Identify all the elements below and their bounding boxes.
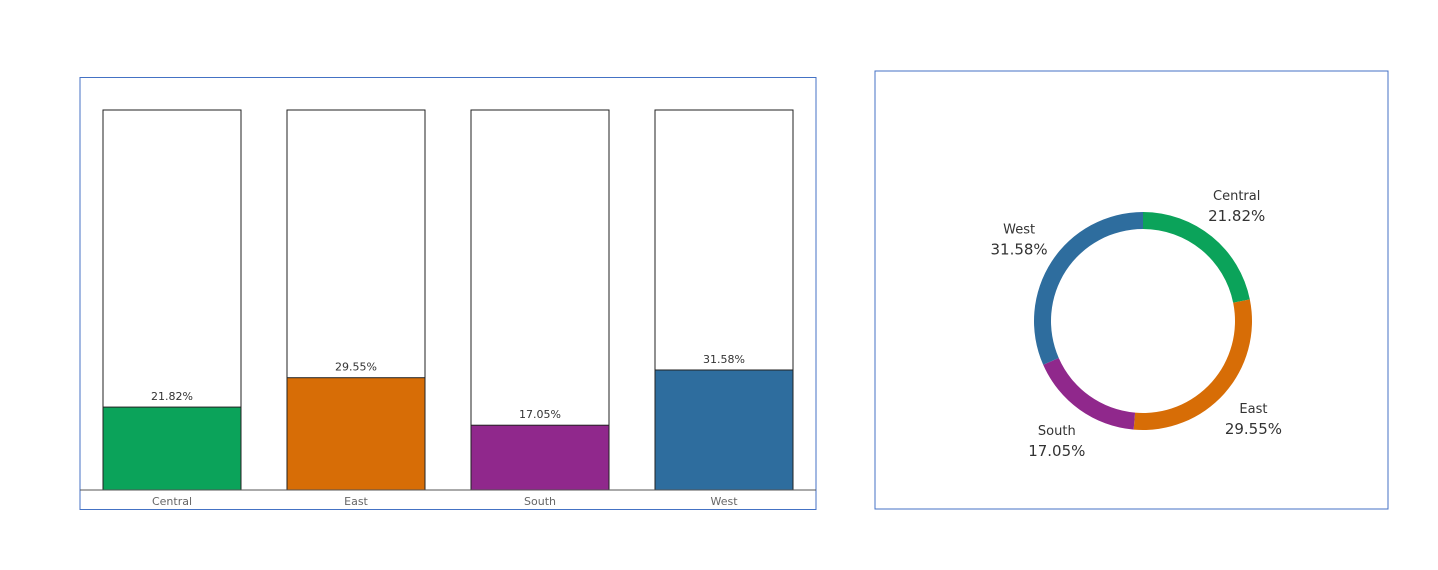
donut-slice bbox=[1033, 212, 1143, 365]
x-tick-label: Central bbox=[152, 495, 192, 508]
bar bbox=[102, 406, 242, 491]
slice-value: 29.55% bbox=[1225, 420, 1282, 438]
donut-slice bbox=[1143, 212, 1250, 303]
bar bbox=[654, 369, 794, 491]
slice-name: Central bbox=[1213, 189, 1260, 204]
data-label: 17.05% bbox=[519, 408, 561, 421]
bar bbox=[470, 424, 610, 491]
x-tick-label: East bbox=[344, 495, 368, 508]
slice-value: 31.58% bbox=[990, 241, 1047, 259]
x-tick-label: West bbox=[710, 495, 738, 508]
donut-slice bbox=[1043, 357, 1136, 430]
data-label: 31.58% bbox=[703, 353, 745, 366]
slice-name: East bbox=[1239, 402, 1267, 417]
data-label: 21.82% bbox=[151, 390, 193, 403]
data-label: 29.55% bbox=[335, 361, 377, 374]
slice-value: 21.82% bbox=[1208, 207, 1265, 225]
donut-slice bbox=[1133, 299, 1252, 430]
x-tick-label: South bbox=[524, 495, 556, 508]
slice-value: 17.05% bbox=[1028, 442, 1085, 460]
donut-panel bbox=[874, 70, 1389, 510]
slice-name: South bbox=[1038, 424, 1076, 439]
bar bbox=[286, 377, 426, 491]
slice-name: West bbox=[1003, 223, 1035, 238]
